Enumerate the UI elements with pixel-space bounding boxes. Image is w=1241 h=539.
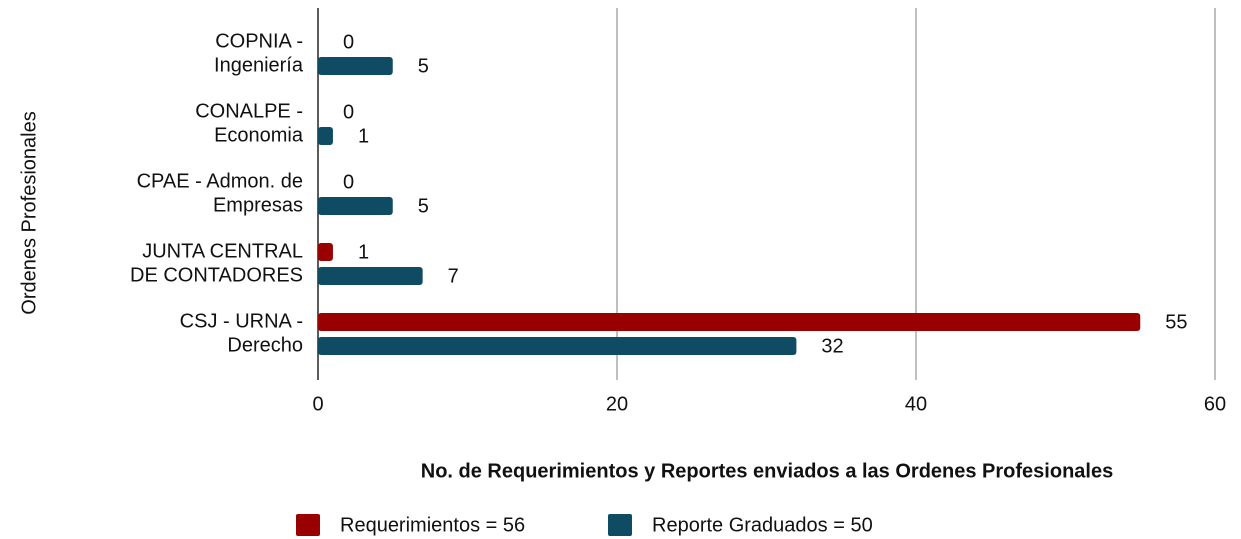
y-tick-label: Economia [214,124,304,146]
x-tick-label: 60 [1204,393,1226,415]
bar [318,127,333,145]
bar [318,197,393,215]
data-label: 1 [358,125,369,147]
bar [318,267,423,285]
data-label: 32 [821,335,843,357]
bar [318,313,1141,331]
y-tick-label: JUNTA CENTRAL [142,240,303,262]
legend-label: Requerimientos = 56 [340,514,525,536]
data-label: 1 [358,241,369,263]
y-tick-label: CPAE - Admon. de [137,170,303,192]
legend-swatch [296,514,320,536]
legend-swatch [608,514,632,536]
bar [318,57,393,75]
data-label: 55 [1165,311,1187,333]
y-axis-title: Ordenes Profesionales [18,111,40,314]
y-tick-label: CSJ - URNA - [180,310,303,332]
x-axis-title: No. de Requerimientos y Reportes enviado… [421,460,1113,482]
x-tick-label: 40 [905,393,927,415]
y-tick-label: Derecho [227,334,303,356]
data-label: 0 [343,31,354,53]
y-tick-label: COPNIA - [215,30,303,52]
data-label: 0 [343,101,354,123]
y-tick-label: CONALPE - [195,100,303,122]
data-label: 5 [418,55,429,77]
data-label: 7 [448,265,459,287]
legend-label: Reporte Graduados = 50 [652,514,873,536]
data-label: 0 [343,171,354,193]
bar [318,337,797,355]
y-tick-label: Empresas [213,194,303,216]
x-tick-label: 20 [606,393,628,415]
y-tick-label: Ingeniería [214,54,304,76]
x-tick-label: 0 [312,393,323,415]
y-tick-label: DE CONTADORES [130,264,303,286]
bar [318,243,333,261]
data-label: 5 [418,195,429,217]
